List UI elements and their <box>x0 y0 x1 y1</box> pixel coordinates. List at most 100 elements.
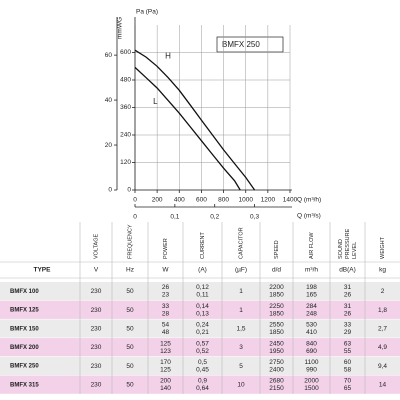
column-unit: kg <box>379 267 386 274</box>
row-background <box>0 338 400 357</box>
table-cell: 2750 <box>269 359 284 366</box>
x2-axis-label: Q (m³/s) <box>297 213 321 220</box>
x2-tick-label: 0,2 <box>210 214 219 221</box>
table-cell: 50 <box>126 382 134 389</box>
table-cell: 23 <box>162 292 170 299</box>
x-tick-label: 1400 <box>283 197 298 204</box>
column-header: CAPACITOR <box>238 227 244 259</box>
table-cell: 14 <box>379 382 387 389</box>
table-cell: 1950 <box>269 348 284 355</box>
table-cell: 410 <box>306 329 317 336</box>
table-cell: 0,12 <box>196 284 209 291</box>
table-cell: 230 <box>91 307 102 314</box>
table-cell: 2250 <box>269 303 284 310</box>
table-cell: 2400 <box>269 367 284 374</box>
table-cell: 198 <box>306 284 317 291</box>
column-header: VOLTAGE <box>93 234 99 259</box>
y2-tick-label: 60 <box>105 52 113 59</box>
table-cell: 2550 <box>269 322 284 329</box>
column-header: AIR FLOW <box>309 232 315 259</box>
row-background <box>0 319 400 339</box>
row-background <box>0 356 400 376</box>
column-unit: dB(A) <box>339 267 356 274</box>
table-cell: 530 <box>306 322 317 329</box>
table-cell: 50 <box>126 288 134 295</box>
column-header: FREQUENCY <box>127 224 133 259</box>
table-cell: 0,14 <box>196 303 209 310</box>
table-cell: 200 <box>160 378 171 385</box>
column-header: PRESSURE <box>345 228 351 259</box>
table-cell: 690 <box>306 348 317 355</box>
table-cell: 33 <box>344 322 352 329</box>
table-cell: 230 <box>91 344 102 351</box>
table-cell: 0,57 <box>196 340 209 347</box>
table-cell: 0,52 <box>196 348 209 355</box>
table-cell: 1 <box>239 307 243 314</box>
table-cell: 0,11 <box>196 292 209 299</box>
table-cell: 55 <box>344 348 352 355</box>
column-header: SOUND <box>338 239 344 259</box>
table-cell: 0,5 <box>198 359 207 366</box>
type-header: TYPE <box>34 267 52 274</box>
curve-label: H <box>165 51 171 60</box>
table-cell: 0,21 <box>196 329 209 336</box>
table-cell: 2450 <box>269 340 284 347</box>
x-tick-label: 400 <box>174 197 185 204</box>
column-unit: d/d <box>272 267 281 274</box>
table-cell: 50 <box>126 307 134 314</box>
table-cell: 26 <box>162 284 170 291</box>
y2-tick-label: 40 <box>105 97 113 104</box>
table-cell: 1,8 <box>378 307 387 314</box>
table-cell: 3 <box>239 344 243 351</box>
table-cell: 1 <box>239 288 243 295</box>
row-type: BMFX 200 <box>10 345 39 351</box>
x2-tick-label: 0,3 <box>250 214 259 221</box>
y-tick-label: 480 <box>120 77 131 84</box>
column-unit: (A) <box>198 267 207 274</box>
y-tick-label: 120 <box>120 159 131 166</box>
fan-curve <box>134 66 241 191</box>
y-tick-label: 600 <box>120 49 131 56</box>
table-cell: 230 <box>91 363 102 370</box>
row-type: BMFX 315 <box>10 382 39 388</box>
title-box <box>216 36 284 53</box>
table-cell: 5 <box>239 363 243 370</box>
table-cell: 28 <box>162 310 170 317</box>
table-cell: 33 <box>162 303 170 310</box>
table-cell: 50 <box>126 363 134 370</box>
table-cell: 1850 <box>269 310 284 317</box>
table-cell: 29 <box>344 329 352 336</box>
y2-tick-label: 20 <box>105 142 113 149</box>
column-unit: (µF) <box>235 267 247 274</box>
table-cell: 1100 <box>305 359 319 366</box>
table-cell: 50 <box>126 325 134 332</box>
table-cell: 10 <box>237 382 245 389</box>
table-cell: 70 <box>344 378 352 385</box>
x-tick-label: 1200 <box>261 197 276 204</box>
row-type: BMFX 125 <box>10 308 39 314</box>
x-tick-label: 200 <box>152 197 163 204</box>
table-cell: 123 <box>160 348 171 355</box>
column-unit: m³/h <box>305 267 318 274</box>
x-tick-label: 1000 <box>238 197 253 204</box>
table-cell: 9,4 <box>378 363 387 370</box>
x-tick-label: 600 <box>196 197 207 204</box>
table-cell: 230 <box>91 382 102 389</box>
y2-axis-label: mmWG <box>117 17 124 39</box>
table-cell: 0,45 <box>196 367 209 374</box>
column-header: CURRENT <box>200 231 206 259</box>
table-cell: 230 <box>91 325 102 332</box>
table-cell: 2,7 <box>378 325 387 332</box>
table-cell: 48 <box>162 329 170 336</box>
row-background <box>0 375 400 395</box>
table-cell: 230 <box>91 288 102 295</box>
table-cell: 1850 <box>269 329 284 336</box>
row-type: BMFX 250 <box>10 364 39 370</box>
column-unit: Hz <box>126 267 134 274</box>
table-cell: 54 <box>162 322 170 329</box>
row-type: BMFX 100 <box>10 289 39 295</box>
table-cell: 170 <box>160 359 171 366</box>
y-tick-label: 0 <box>127 187 131 194</box>
table-cell: 990 <box>306 367 317 374</box>
